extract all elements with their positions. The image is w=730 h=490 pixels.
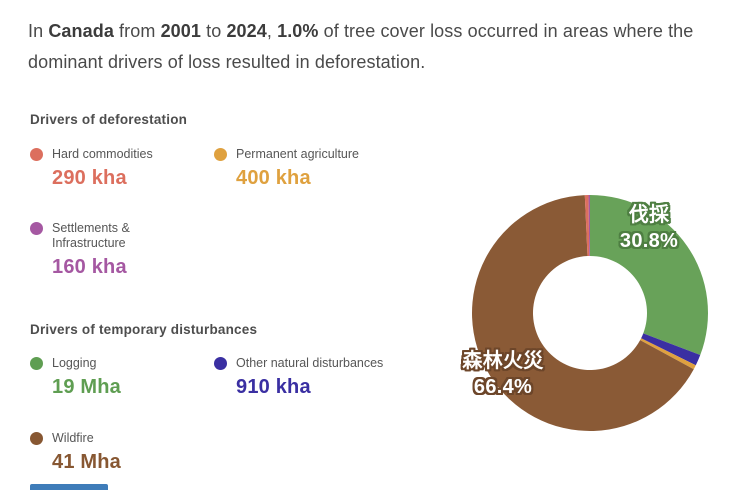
partial-button[interactable] xyxy=(30,484,108,490)
page-summary: In Canada from 2001 to 2024, 1.0% of tre… xyxy=(28,16,708,78)
settlements-infrastructure-dot xyxy=(30,222,43,235)
legend-value: 41 Mha xyxy=(52,451,122,473)
donut-slice-logging[interactable] xyxy=(590,195,709,356)
summary-segment: of tree cover loss occurred in areas whe… xyxy=(28,21,694,72)
hard-commodities-dot xyxy=(30,148,43,161)
legend-value: 400 kha xyxy=(236,167,311,189)
legend-value: 160 kha xyxy=(52,256,127,278)
summary-segment: from xyxy=(113,21,161,41)
legend-item-permanent-agriculture: Permanent agriculture 400 kha xyxy=(214,147,359,188)
legend-value: 19 Mha xyxy=(52,376,122,398)
temporary-section-title: Drivers of temporary disturbances xyxy=(30,322,258,337)
summary-segment: , xyxy=(266,21,278,41)
donut-chart-svg xyxy=(472,195,709,431)
wildfire-dot xyxy=(30,432,43,445)
summary-segment: Canada xyxy=(48,21,114,41)
legend-label: Logging xyxy=(52,356,97,370)
legend-value: 290 kha xyxy=(52,167,127,189)
donut-chart: 伐採 30.8% 森林火災 66.4% xyxy=(458,181,722,445)
other-natural-disturbances-dot xyxy=(214,357,227,370)
logging-dot xyxy=(30,357,43,370)
legend-label: Permanent agriculture xyxy=(236,147,359,161)
donut-slice-permanent-agriculture[interactable] xyxy=(640,338,696,370)
summary-segment: to xyxy=(201,21,227,41)
legend-label: Hard commodities xyxy=(52,147,153,161)
legend-label: Wildfire xyxy=(52,431,94,445)
donut-slice-wildfire[interactable] xyxy=(472,195,694,431)
summary-segment: 2001 xyxy=(160,21,202,41)
permanent-agriculture-dot xyxy=(214,148,227,161)
summary-segment: In xyxy=(28,21,49,41)
donut-slice-hard-commodities[interactable] xyxy=(584,195,590,257)
legend-item-other-natural-disturbances: Other natural disturbances 910 kha xyxy=(214,356,383,397)
donut-slice-settlements-infrastructure[interactable] xyxy=(588,195,590,256)
legend-label: Settlements & Infrastructure xyxy=(52,221,130,250)
legend-item-hard-commodities: Hard commodities 290 kha xyxy=(30,147,153,188)
legend-item-settlements-infrastructure: Settlements & Infrastructure 160 kha xyxy=(30,221,164,277)
legend-value: 910 kha xyxy=(236,376,311,398)
legend-item-wildfire: Wildfire 41 Mha xyxy=(30,431,121,472)
legend-label: Other natural disturbances xyxy=(236,356,384,370)
donut-slice-other-natural-disturbances[interactable] xyxy=(641,333,701,366)
summary-segment: 2024 xyxy=(226,21,267,41)
summary-segment: 1.0% xyxy=(277,21,319,41)
deforestation-section-title: Drivers of deforestation xyxy=(30,112,188,127)
legend-item-logging: Logging 19 Mha xyxy=(30,356,121,397)
